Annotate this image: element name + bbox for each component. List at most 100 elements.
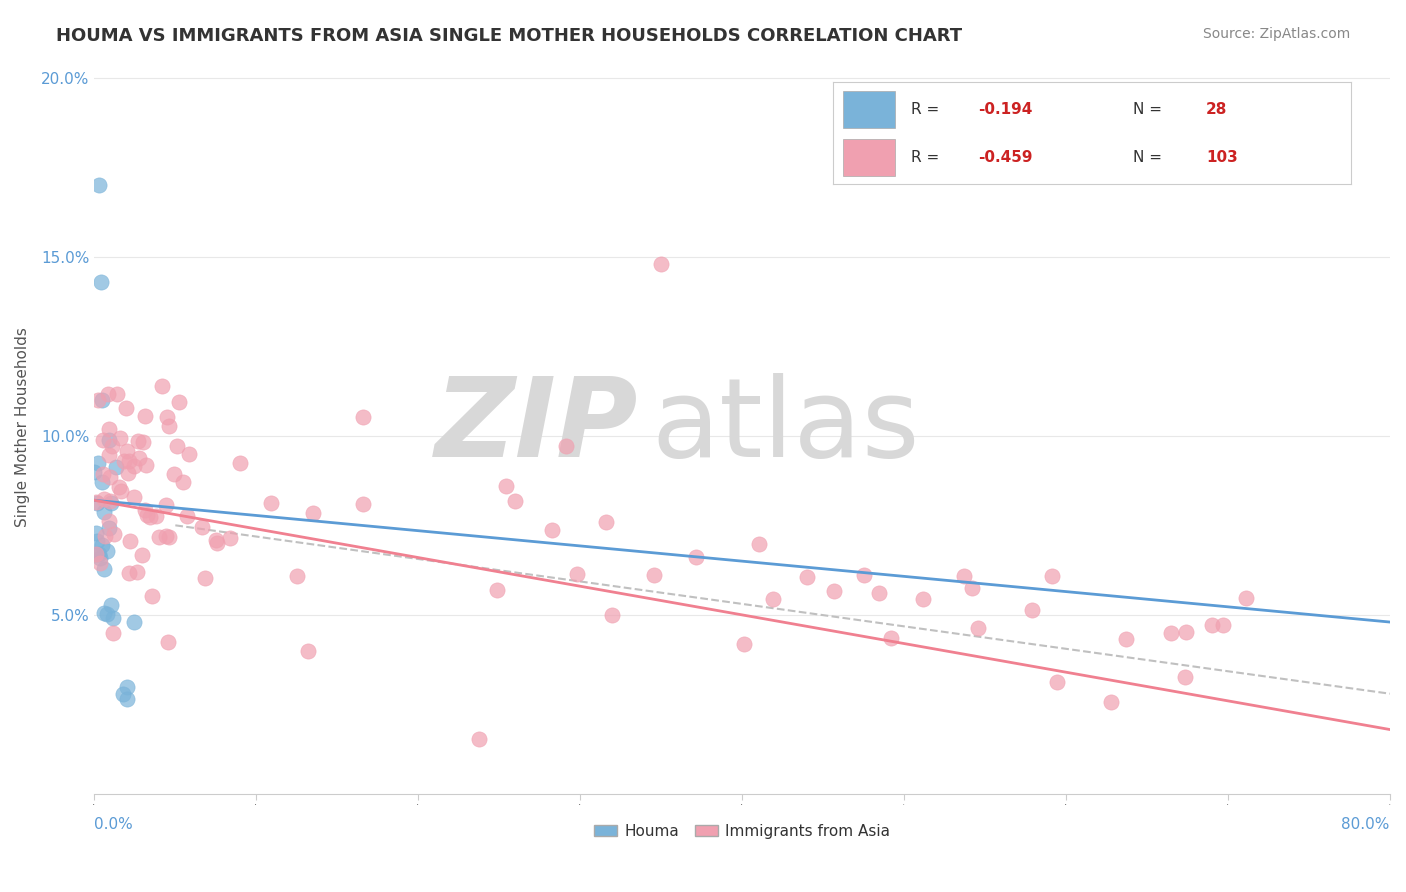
Point [125, 565, 148, 579]
Point [1160, 626, 1182, 640]
Point [565, 566, 588, 581]
Point [100, 598, 122, 612]
Point [595, 515, 617, 529]
Point [600, 608, 623, 623]
Text: 0.0%: 0.0% [94, 817, 134, 831]
Point [103, 526, 125, 541]
Point [98, 422, 121, 436]
Point [118, 566, 141, 581]
Point [96, 544, 118, 558]
Point [87, 392, 110, 407]
Point [166, 439, 188, 453]
Point [122, 615, 145, 629]
Point [150, 379, 173, 393]
Point [1021, 603, 1043, 617]
Point [157, 418, 180, 433]
Point [87, 547, 110, 561]
Point [91, 392, 114, 407]
Point [285, 569, 308, 583]
Point [98, 470, 121, 484]
Point [86, 533, 108, 548]
Point [495, 479, 517, 493]
Legend: Houma, Immigrants from Asia: Houma, Immigrants from Asia [588, 818, 896, 845]
Text: 80.0%: 80.0% [1341, 817, 1391, 831]
Point [748, 537, 770, 551]
Point [228, 456, 250, 470]
Point [91, 433, 114, 447]
Point [128, 450, 150, 465]
Point [853, 568, 876, 582]
Point [468, 731, 491, 746]
Point [136, 508, 159, 522]
Point [107, 480, 129, 494]
Point [118, 533, 141, 548]
Point [132, 435, 155, 450]
Point [115, 692, 138, 706]
Point [135, 458, 157, 472]
Point [134, 409, 156, 423]
Point [145, 509, 167, 524]
Point [141, 589, 163, 603]
Point [86, 457, 108, 471]
Point [352, 409, 374, 424]
Point [117, 466, 139, 480]
Point [643, 568, 665, 582]
Point [503, 493, 526, 508]
Point [122, 490, 145, 504]
Text: HOUMA VS IMMIGRANTS FROM ASIA SINGLE MOTHER HOUSEHOLDS CORRELATION CHART: HOUMA VS IMMIGRANTS FROM ASIA SINGLE MOT… [56, 27, 962, 45]
Point [967, 621, 990, 635]
Point [105, 459, 128, 474]
Point [97, 521, 120, 535]
Point [1099, 695, 1122, 709]
Point [90, 275, 112, 289]
Point [84, 547, 107, 561]
Y-axis label: Single Mother Households: Single Mother Households [15, 326, 30, 527]
Point [93, 506, 115, 520]
Point [219, 532, 242, 546]
Point [868, 586, 890, 600]
Point [650, 257, 672, 271]
Point [98, 433, 121, 447]
Point [118, 454, 141, 468]
Point [1212, 618, 1234, 632]
Point [97, 448, 120, 462]
Point [124, 458, 146, 473]
Point [138, 510, 160, 524]
Point [823, 583, 845, 598]
Point [1115, 632, 1137, 646]
Point [1174, 670, 1197, 684]
Point [97, 387, 120, 401]
Point [172, 475, 194, 489]
Point [101, 611, 124, 625]
Point [1174, 624, 1197, 639]
Point [162, 467, 184, 481]
Point [191, 520, 214, 534]
Point [97, 515, 120, 529]
Point [89, 178, 111, 192]
Point [86, 526, 108, 541]
Point [962, 581, 984, 595]
Point [176, 509, 198, 524]
Point [96, 607, 118, 621]
Point [796, 570, 818, 584]
Point [134, 503, 156, 517]
Point [156, 634, 179, 648]
Point [541, 523, 564, 537]
Point [762, 591, 785, 606]
Point [204, 533, 226, 548]
Point [555, 439, 578, 453]
Point [157, 530, 180, 544]
Point [94, 529, 117, 543]
Point [115, 401, 138, 415]
Point [112, 454, 135, 468]
Text: atlas: atlas [651, 374, 920, 480]
Point [89, 556, 111, 570]
Point [89, 550, 111, 565]
Point [352, 497, 374, 511]
Point [131, 549, 153, 563]
Point [93, 561, 115, 575]
Point [90, 538, 112, 552]
Point [1201, 618, 1223, 632]
Point [101, 439, 124, 453]
Point [86, 496, 108, 510]
